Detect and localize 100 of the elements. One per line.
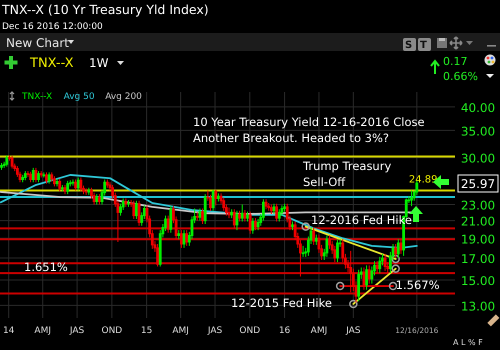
text: T <box>420 40 427 51</box>
candlestick <box>238 210 241 222</box>
candlestick <box>66 180 70 195</box>
candlestick <box>246 211 249 222</box>
candlestick <box>21 174 24 183</box>
candlestick <box>87 187 90 196</box>
y-tick-label: 17.00 <box>460 252 496 266</box>
candlestick <box>384 253 386 272</box>
candlestick <box>127 200 130 208</box>
text: TNX--X <box>29 56 74 71</box>
candlestick <box>185 230 188 246</box>
text: 0.66% <box>443 70 478 83</box>
annotation: 1.651% <box>24 260 68 274</box>
candlestick <box>368 264 371 284</box>
annotation: Trump Treasury <box>302 159 392 173</box>
text: New Chart <box>6 36 70 50</box>
candlestick <box>262 198 265 222</box>
candlestick <box>272 203 276 215</box>
x-tick-label: 16 <box>278 326 291 336</box>
candlestick <box>283 203 286 212</box>
candlestick <box>98 194 101 206</box>
chart-title: TNX--X (10 Yr Treasury Yld Index) <box>1 2 209 17</box>
candlestick <box>212 189 215 212</box>
candlestick <box>198 208 202 222</box>
y-tick-label: 23.00 <box>460 198 496 213</box>
candlestick <box>349 250 352 293</box>
x-tick-label: AMJ <box>34 326 51 336</box>
x-tick-label: 14 <box>2 326 15 336</box>
candlestick <box>48 172 51 184</box>
candlestick <box>50 172 54 182</box>
y-tick-label: 15.00 <box>460 274 496 288</box>
candlestick <box>291 220 294 231</box>
candlestick <box>124 198 128 208</box>
candlestick <box>74 179 77 192</box>
candlestick <box>256 218 260 231</box>
text: A L % F <box>453 338 484 347</box>
candlestick <box>84 188 88 196</box>
candlestick <box>29 171 32 183</box>
x-tick-label: AMJ <box>310 326 328 336</box>
text: TNX--X <box>21 92 52 102</box>
text: S <box>405 40 412 51</box>
x-tick-label: JAS <box>206 326 222 336</box>
candlestick <box>267 202 270 212</box>
candlestick <box>72 179 74 186</box>
candlestick <box>42 172 46 178</box>
annotation: 1.567% <box>396 278 440 292</box>
candlestick <box>177 230 180 240</box>
candlestick <box>138 200 140 226</box>
candlestick <box>53 176 56 187</box>
candlestick <box>325 235 328 258</box>
candlestick <box>254 218 257 231</box>
annotation: 12-2015 Fed Hike <box>231 296 332 310</box>
x-tick-label: 15 <box>140 326 152 336</box>
candlestick <box>60 184 64 192</box>
candlestick <box>278 208 281 222</box>
candlestick <box>214 189 218 206</box>
candlestick <box>56 178 58 187</box>
x-tick-label: OND <box>239 326 260 336</box>
candlestick <box>37 170 40 183</box>
text: 1W <box>89 56 109 70</box>
candlestick <box>95 194 98 206</box>
candlestick <box>270 204 273 215</box>
candlestick <box>357 269 360 302</box>
candlestick <box>196 212 199 222</box>
annotation: 10 Year Treasury Yield 12-16-2016 Close <box>193 115 425 129</box>
y-tick-label: 13.00 <box>460 299 496 314</box>
candlestick <box>243 210 246 222</box>
candlestick <box>182 230 186 248</box>
candlestick <box>156 243 159 267</box>
candlestick <box>240 204 244 222</box>
candlestick <box>314 234 318 246</box>
y-tick-label: 30.00 <box>460 152 496 166</box>
candlestick <box>302 245 304 258</box>
candlestick <box>376 260 379 274</box>
text: 25.97 <box>460 177 496 191</box>
candlestick <box>106 179 109 188</box>
candlestick <box>333 245 336 263</box>
y-tick-label: 19.00 <box>460 232 496 246</box>
y-tick-label: 35.00 <box>460 124 496 138</box>
chart-subtitle: Dec 16 2016 12:00:00 <box>2 22 104 32</box>
candlestick <box>201 208 204 225</box>
annotation: Sell-Off <box>303 175 346 189</box>
candlestick <box>228 207 230 219</box>
text: 0.17 <box>443 55 468 68</box>
candlestick <box>400 238 402 254</box>
candlestick <box>79 177 82 192</box>
candlestick <box>0 162 3 170</box>
candlestick <box>275 203 278 222</box>
candlestick <box>40 170 43 178</box>
text: Avg 200 <box>105 92 142 102</box>
candlestick <box>45 172 48 184</box>
x-tick-label: AMJ <box>172 326 189 336</box>
y-tick-label: 40.00 <box>460 100 496 115</box>
text: Avg 50 <box>64 92 95 102</box>
candlestick <box>394 243 398 258</box>
candlestick <box>264 198 268 210</box>
x-tick-label: JAS <box>345 326 361 336</box>
candlestick <box>230 208 234 219</box>
candlestick <box>64 184 66 195</box>
x-tick-label: OND <box>101 326 122 336</box>
